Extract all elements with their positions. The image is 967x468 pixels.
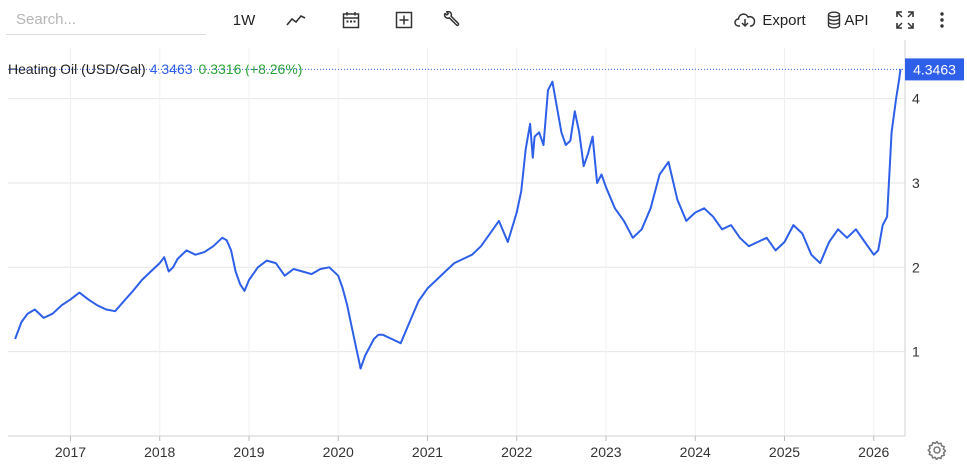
- wrench-icon: [442, 11, 460, 29]
- last-value-badge-bg: [905, 58, 964, 81]
- settings-tool-button[interactable]: [437, 6, 465, 34]
- change-value: 0.3316 (+8.26%): [198, 61, 303, 77]
- y-tick-label: 1: [912, 344, 920, 360]
- chart-settings-button[interactable]: [927, 440, 947, 461]
- price-series-line: [14, 68, 902, 370]
- add-box-icon: [395, 11, 413, 29]
- fullscreen-icon: [896, 11, 914, 29]
- cloud-download-icon: [734, 12, 756, 28]
- x-tick-label: 2018: [144, 444, 175, 460]
- last-value-badge-text: 4.3463: [913, 61, 956, 77]
- x-tick-label: 2023: [590, 444, 621, 460]
- y-tick-label: 2: [912, 259, 920, 275]
- y-tick-label: 3: [912, 175, 920, 191]
- line-chart-icon: [286, 13, 306, 27]
- calendar-icon: [342, 11, 360, 29]
- series-name: Heating Oil (USD/Gal): [8, 61, 146, 77]
- x-tick-label: 2019: [233, 444, 264, 460]
- axes: 1 2 3 4 2017 2018 2019 2020 2021 2022 2023 2024 2025…: [8, 40, 920, 460]
- x-tick-label: 2026: [858, 444, 889, 460]
- toolbar: 1W Export API: [0, 0, 967, 40]
- x-tick-label: 2017: [55, 444, 86, 460]
- x-tick-label: 2025: [769, 444, 800, 460]
- search-box: [6, 6, 206, 35]
- gear-icon: [927, 440, 947, 464]
- y-tick-label: 4: [912, 91, 920, 107]
- x-tick-label: 2024: [680, 444, 711, 460]
- export-label: Export: [762, 11, 806, 29]
- x-tick-label: 2021: [412, 444, 443, 460]
- series-layer: [14, 68, 902, 370]
- last-value-badge: 4.3463: [905, 58, 964, 81]
- more-vertical-icon: [939, 11, 945, 29]
- api-button[interactable]: API: [824, 6, 872, 34]
- chart-type-button[interactable]: [282, 6, 310, 34]
- database-icon: [827, 11, 841, 29]
- more-menu-button[interactable]: [932, 6, 952, 34]
- interval-label: 1W: [232, 11, 256, 29]
- export-button[interactable]: Export: [733, 6, 807, 34]
- price-chart[interactable]: 1 2 3 4 2017 2018 2019 2020 2021 2022 2023 2024 2025…: [0, 40, 967, 468]
- interval-button[interactable]: 1W: [228, 6, 260, 34]
- search-input[interactable]: [6, 6, 206, 32]
- date-range-button[interactable]: [337, 6, 365, 34]
- chart-legend: Heating Oil (USD/Gal) 4.3463 0.3316 (+8.26…: [8, 61, 302, 77]
- fullscreen-button[interactable]: [893, 6, 917, 34]
- add-indicator-button[interactable]: [390, 6, 418, 34]
- x-tick-label: 2020: [323, 444, 354, 460]
- api-label: API: [844, 11, 869, 29]
- x-tick-label: 2022: [501, 444, 532, 460]
- last-value: 4.3463: [149, 61, 193, 77]
